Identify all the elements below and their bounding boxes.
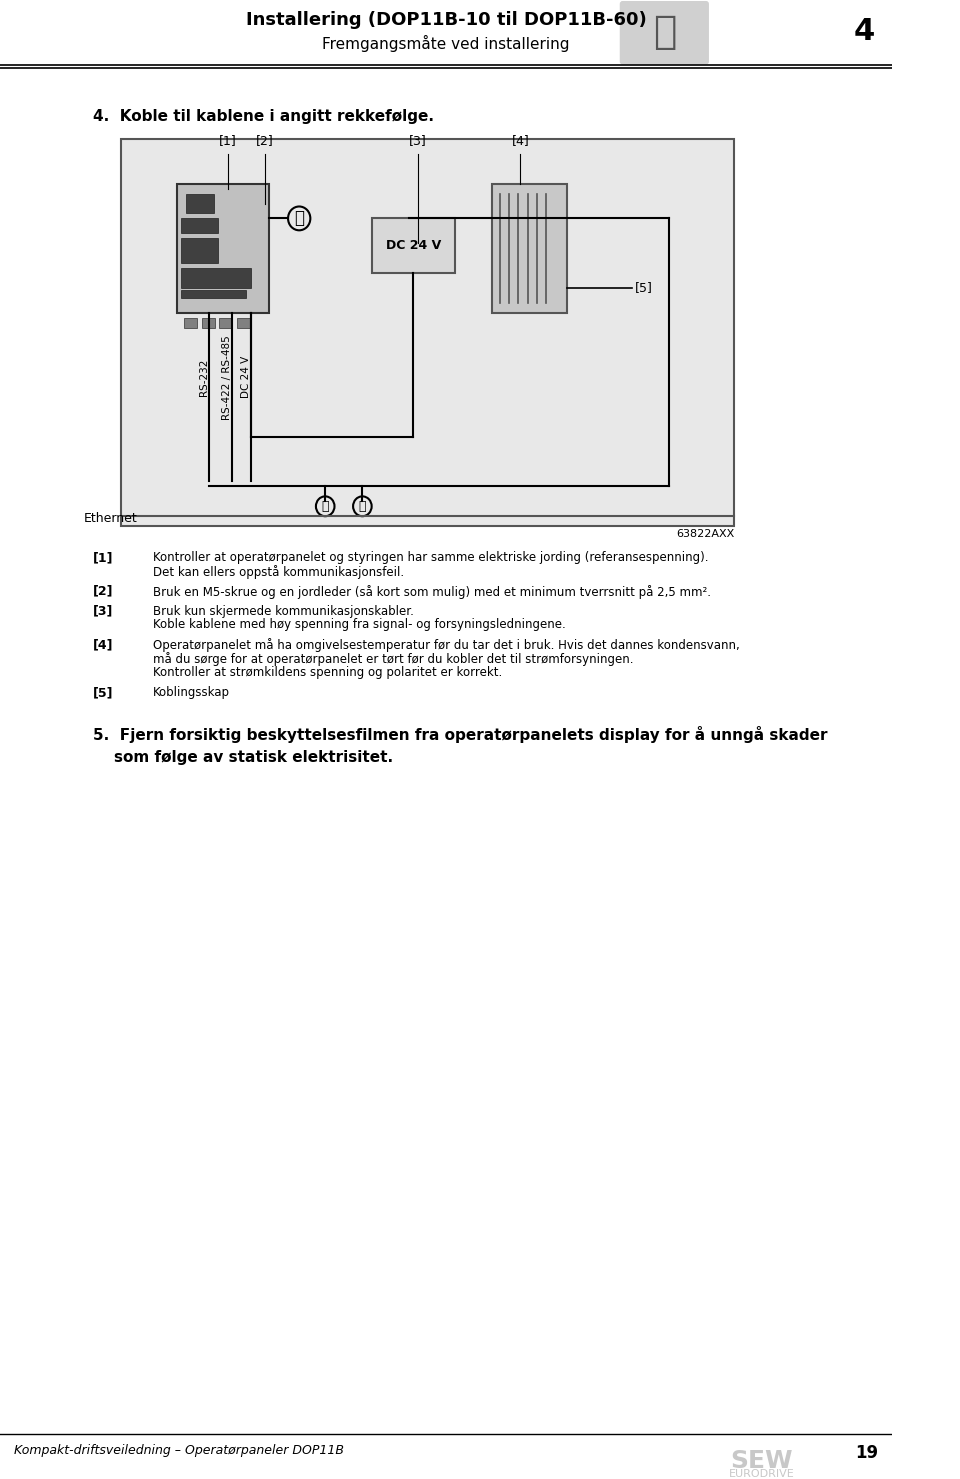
Text: Ethernet: Ethernet bbox=[84, 512, 137, 525]
Bar bbox=[202, 318, 215, 327]
Text: [3]: [3] bbox=[409, 135, 427, 146]
Text: [1]: [1] bbox=[219, 135, 236, 146]
Text: DC 24 V: DC 24 V bbox=[241, 356, 251, 398]
Text: DC 24 V: DC 24 V bbox=[386, 240, 441, 253]
Text: [3]: [3] bbox=[93, 605, 113, 618]
Bar bbox=[121, 139, 734, 527]
Text: SEW: SEW bbox=[731, 1449, 793, 1473]
Bar bbox=[219, 318, 232, 327]
Text: RS-422 / RS-485: RS-422 / RS-485 bbox=[223, 334, 232, 420]
Text: ⏚: ⏚ bbox=[322, 500, 329, 513]
Text: 19: 19 bbox=[855, 1445, 878, 1463]
Text: Kontroller at operatørpanelet og styringen har samme elektriske jording (referan: Kontroller at operatørpanelet og styring… bbox=[154, 552, 708, 563]
Text: ⏚: ⏚ bbox=[359, 500, 366, 513]
Text: Bruk kun skjermede kommunikasjonskabler.: Bruk kun skjermede kommunikasjonskabler. bbox=[154, 605, 414, 618]
Text: 5.  Fjern forsiktig beskyttelsesfilmen fra operatørpanelets display for å unngå : 5. Fjern forsiktig beskyttelsesfilmen fr… bbox=[93, 726, 828, 765]
Text: 🔧: 🔧 bbox=[653, 13, 676, 50]
Text: Installering (DOP11B-10 til DOP11B-60): Installering (DOP11B-10 til DOP11B-60) bbox=[246, 10, 646, 30]
Bar bbox=[177, 183, 270, 312]
Text: 4: 4 bbox=[853, 18, 875, 46]
Bar bbox=[372, 219, 455, 274]
Text: ⏚: ⏚ bbox=[294, 210, 304, 228]
Bar bbox=[184, 318, 197, 327]
Bar bbox=[181, 268, 251, 288]
Text: [2]: [2] bbox=[93, 584, 113, 598]
FancyBboxPatch shape bbox=[620, 1, 708, 65]
Text: [5]: [5] bbox=[635, 281, 653, 294]
Text: [5]: [5] bbox=[93, 686, 113, 700]
Text: Fremgangsmåte ved installering: Fremgangsmåte ved installering bbox=[323, 35, 569, 52]
Text: [4]: [4] bbox=[512, 135, 529, 146]
Bar bbox=[186, 194, 214, 213]
Bar bbox=[237, 318, 250, 327]
Text: [2]: [2] bbox=[256, 135, 274, 146]
Text: Det kan ellers oppstå kommunikasjonsfeil.: Det kan ellers oppstå kommunikasjonsfeil… bbox=[154, 565, 404, 578]
Text: EURODRIVE: EURODRIVE bbox=[729, 1469, 795, 1479]
Bar bbox=[181, 238, 218, 263]
Text: Bruk en M5-skrue og en jordleder (så kort som mulig) med et minimum tverrsnitt p: Bruk en M5-skrue og en jordleder (så kor… bbox=[154, 584, 711, 599]
Bar bbox=[181, 219, 218, 234]
Text: 63822AXX: 63822AXX bbox=[676, 529, 734, 540]
Text: Koble kablene med høy spenning fra signal- og forsyningsledningene.: Koble kablene med høy spenning fra signa… bbox=[154, 618, 566, 632]
Text: Kontroller at strømkildens spenning og polaritet er korrekt.: Kontroller at strømkildens spenning og p… bbox=[154, 666, 503, 679]
Text: Kompakt-driftsveiledning – Operatørpaneler DOP11B: Kompakt-driftsveiledning – Operatørpanel… bbox=[14, 1445, 344, 1457]
Text: Operatørpanelet må ha omgivelsestemperatur før du tar det i bruk. Hvis det danne: Operatørpanelet må ha omgivelsestemperat… bbox=[154, 639, 740, 652]
Bar bbox=[492, 183, 566, 312]
Bar bbox=[181, 290, 246, 297]
Text: Koblingsskap: Koblingsskap bbox=[154, 686, 230, 700]
Text: [1]: [1] bbox=[93, 552, 113, 563]
Text: RS-232: RS-232 bbox=[199, 358, 209, 396]
Text: [4]: [4] bbox=[93, 639, 113, 651]
Text: må du sørge for at operatørpanelet er tørt før du kobler det til strømforsyninge: må du sørge for at operatørpanelet er tø… bbox=[154, 652, 634, 666]
Text: 4.  Koble til kablene i angitt rekkefølge.: 4. Koble til kablene i angitt rekkefølge… bbox=[93, 109, 434, 124]
